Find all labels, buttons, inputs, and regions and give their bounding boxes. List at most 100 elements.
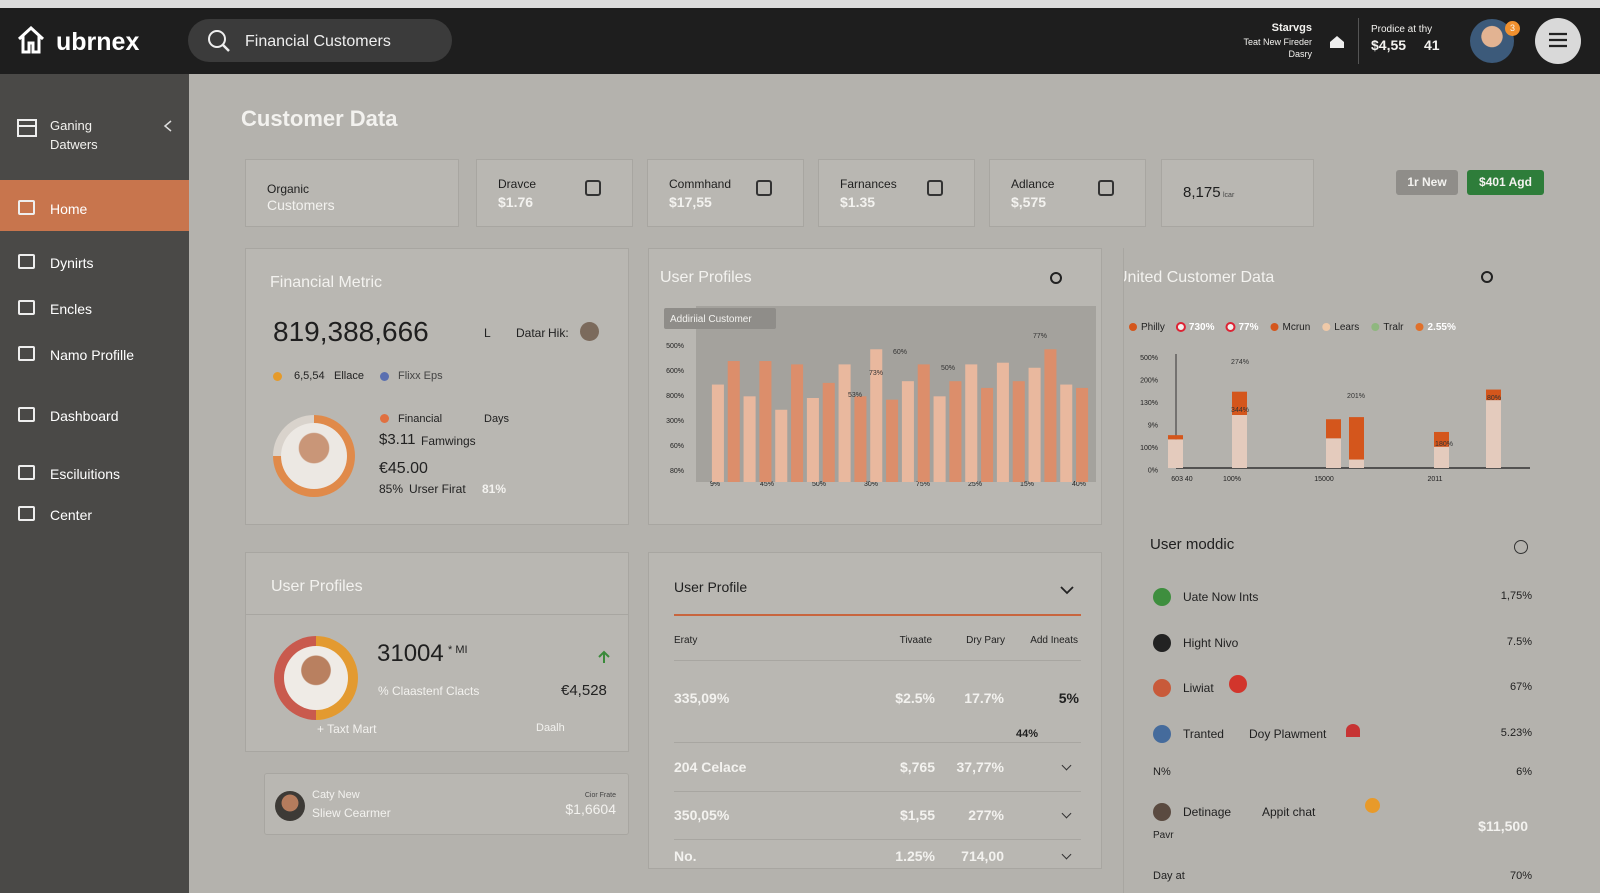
table-cell: 277% bbox=[968, 807, 1004, 823]
kpi-card[interactable] bbox=[476, 159, 633, 227]
bar-annotation: 53% bbox=[848, 392, 862, 399]
bar-annotation: 60% bbox=[893, 349, 907, 356]
nav-item[interactable]: Dynirts bbox=[50, 255, 94, 271]
kpi-label: Adlance bbox=[1011, 177, 1055, 191]
legend-text: Flixx Eps bbox=[398, 370, 443, 382]
kpi-card[interactable] bbox=[989, 159, 1146, 227]
nav-item[interactable]: Center bbox=[50, 507, 93, 523]
dropdown-icon[interactable] bbox=[1060, 586, 1074, 595]
user-line: Teat New Fireder bbox=[1243, 37, 1312, 47]
kpi-card[interactable] bbox=[245, 159, 459, 227]
button[interactable]: 1r New bbox=[1396, 170, 1458, 195]
profile-link[interactable]: + Taxt Mart bbox=[317, 722, 377, 736]
table-cell: 204 Celace bbox=[674, 759, 747, 775]
y-label: 800% bbox=[666, 393, 684, 400]
legend-marker bbox=[1225, 322, 1236, 332]
table-cell: 17.7% bbox=[964, 690, 1004, 706]
nav-item[interactable]: Encles bbox=[50, 301, 93, 317]
profile-photo bbox=[284, 646, 348, 710]
y-label: 500% bbox=[666, 343, 684, 350]
bar bbox=[949, 381, 962, 482]
section-label: Ganing bbox=[50, 118, 92, 133]
x-label: 40% bbox=[1072, 481, 1086, 488]
bar bbox=[965, 364, 978, 482]
x-label: 2011 bbox=[1427, 476, 1442, 483]
nav-item[interactable]: Dashboard bbox=[50, 408, 119, 424]
bar-chart: User Profiles Addiriial Customer 500% 600% 8… bbox=[660, 269, 1096, 488]
contact-role: Sliew Cearmer bbox=[312, 806, 391, 820]
legend-text: Ellace bbox=[334, 370, 364, 382]
bar bbox=[711, 384, 724, 482]
item-label: Hight Nivo bbox=[1183, 636, 1239, 650]
search-text: Financial Customers bbox=[245, 33, 391, 50]
kpi-card[interactable] bbox=[647, 159, 804, 227]
nav-item[interactable]: Home bbox=[50, 201, 88, 217]
legend-dot bbox=[273, 372, 282, 381]
nav-item[interactable]: Namo Profille bbox=[50, 347, 135, 363]
nav-item[interactable]: Esciluitions bbox=[50, 466, 121, 482]
bar-annotation: 50% bbox=[941, 365, 955, 372]
table-rule bbox=[674, 839, 1081, 840]
table-rule bbox=[674, 660, 1081, 661]
table-accent bbox=[674, 614, 1081, 616]
profile-filter[interactable]: Daalh bbox=[536, 722, 565, 734]
table-cell: No. bbox=[674, 848, 697, 864]
card-title: User Profiles bbox=[271, 578, 363, 595]
settings-icon bbox=[1481, 271, 1493, 283]
legend-text: 6,5,54 bbox=[294, 370, 325, 382]
balance: $4,55 bbox=[1371, 37, 1407, 53]
item-value: 7.5% bbox=[1506, 636, 1532, 648]
bar-segment bbox=[1349, 459, 1364, 468]
bar-annotation: 180% bbox=[1435, 441, 1453, 448]
nav-icon bbox=[18, 346, 35, 361]
kpi-card[interactable] bbox=[1161, 159, 1314, 227]
kpi-value: $1.76 bbox=[498, 194, 534, 210]
chart-title: United Customer Data bbox=[1124, 269, 1274, 286]
legend-label: 730% bbox=[1189, 322, 1215, 333]
meta: Hik: bbox=[548, 326, 569, 340]
nav-icon bbox=[18, 506, 35, 521]
collapse-icon[interactable] bbox=[163, 120, 173, 132]
info-icon[interactable] bbox=[1514, 540, 1528, 554]
balance-suffix: 41 bbox=[1424, 37, 1440, 53]
legend-label: 2.55% bbox=[1428, 322, 1456, 333]
kpi-chevron[interactable] bbox=[585, 180, 601, 196]
foot-label: Day at bbox=[1153, 870, 1185, 882]
home-icon[interactable] bbox=[1329, 35, 1345, 49]
y-label: 600% bbox=[666, 368, 684, 375]
search-box[interactable] bbox=[188, 19, 452, 62]
bar-segment bbox=[1168, 435, 1183, 440]
kpi-chevron[interactable] bbox=[756, 180, 772, 196]
bar-annotation: 344% bbox=[1231, 407, 1249, 414]
bar-annotation: 80% bbox=[1487, 395, 1501, 402]
table-cell: 37,77% bbox=[956, 759, 1004, 775]
bar bbox=[838, 364, 851, 482]
brand: ubrnex bbox=[56, 28, 140, 56]
meta: L bbox=[484, 326, 491, 340]
table-cell: 1.25% bbox=[895, 848, 935, 864]
kpi-chevron[interactable] bbox=[927, 180, 943, 196]
kpi-card[interactable] bbox=[818, 159, 975, 227]
bar bbox=[759, 361, 772, 482]
legend-dot bbox=[380, 372, 389, 381]
table-card bbox=[648, 552, 1102, 869]
item-icon bbox=[1153, 803, 1171, 821]
bar bbox=[981, 387, 994, 482]
button[interactable]: $401 Agd bbox=[1467, 170, 1544, 195]
user-line: Dasry bbox=[1288, 49, 1312, 59]
user-line: Starvgs bbox=[1271, 22, 1312, 34]
table-cell: 5% bbox=[1058, 690, 1079, 706]
y-label: 80% bbox=[670, 468, 684, 475]
table-header: Tivaate bbox=[899, 635, 932, 646]
legend-label: Tralr bbox=[1383, 322, 1404, 333]
logo-icon bbox=[17, 26, 45, 54]
kpi-chevron[interactable] bbox=[1098, 180, 1114, 196]
tooltip: Addiriial Customer bbox=[670, 314, 752, 325]
bar-segment bbox=[1349, 417, 1364, 460]
contact-card[interactable] bbox=[264, 773, 629, 835]
balance-label: Prodice at thy bbox=[1371, 24, 1433, 35]
legend-label: Mcrun bbox=[1283, 322, 1311, 333]
table-cell: 335,09% bbox=[674, 690, 730, 706]
x-label: 30% bbox=[864, 481, 878, 488]
kpi-value: $,575 bbox=[1011, 194, 1047, 210]
